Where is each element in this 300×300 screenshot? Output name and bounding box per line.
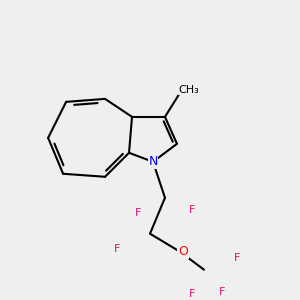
Text: F: F — [189, 289, 195, 298]
Text: F: F — [114, 244, 120, 254]
Text: F: F — [189, 205, 195, 215]
Text: F: F — [135, 208, 141, 218]
Text: F: F — [219, 287, 225, 297]
Text: CH₃: CH₃ — [178, 85, 199, 95]
Text: N: N — [148, 155, 158, 168]
Text: O: O — [178, 245, 188, 258]
Text: F: F — [234, 253, 240, 263]
